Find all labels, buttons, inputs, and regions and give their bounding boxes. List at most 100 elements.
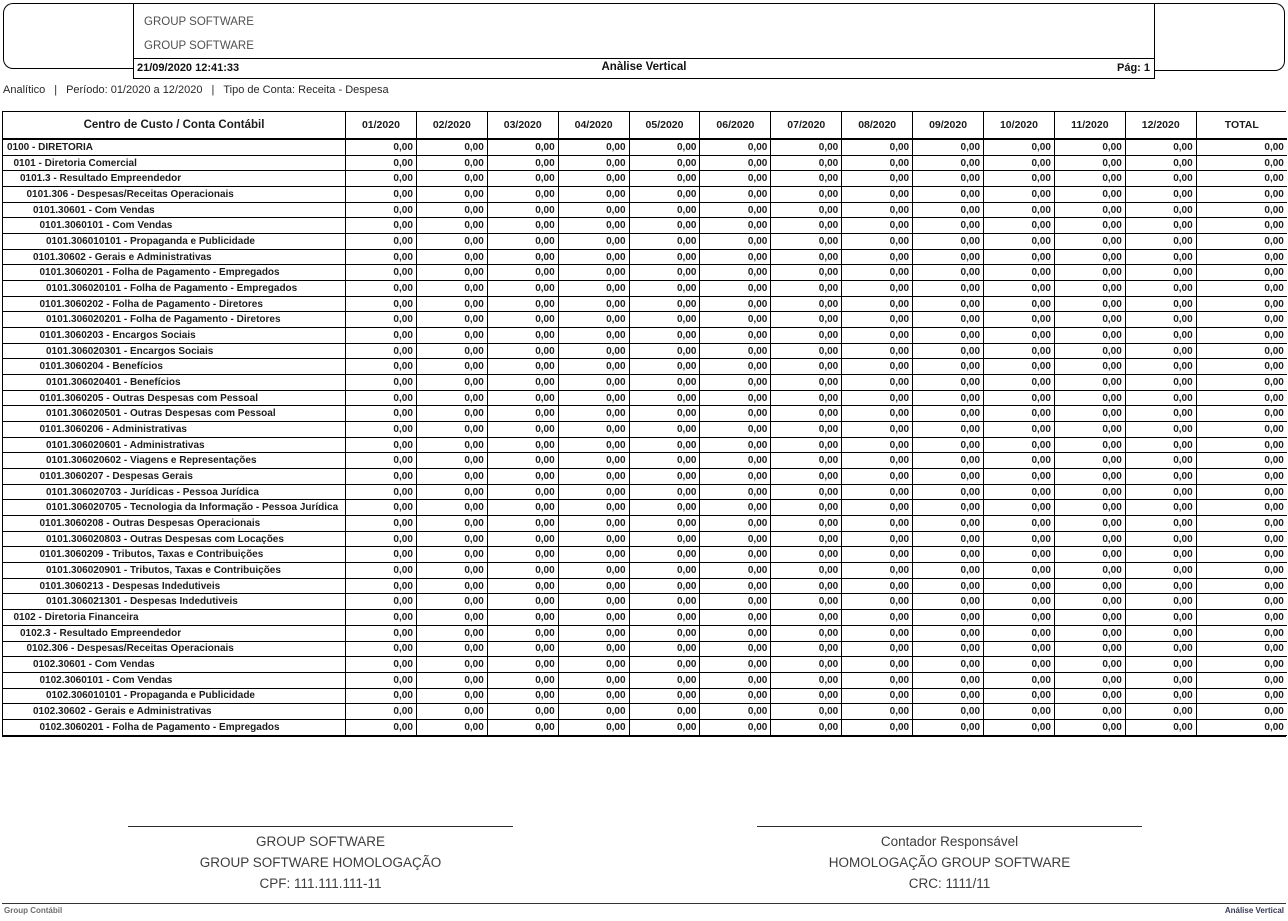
column-header-month: 01/2020 <box>346 112 417 140</box>
month-value-cell: 0,00 <box>913 202 985 219</box>
month-value-cell: 0,00 <box>487 422 559 438</box>
month-value-cell: 0,00 <box>416 672 488 689</box>
total-value-cell: 0,00 <box>1196 375 1287 391</box>
month-value-cell: 0,00 <box>346 375 417 391</box>
account-row-label: 0101.306010101 - Propaganda e Publicidad… <box>3 234 346 250</box>
month-value-cell: 0,00 <box>1125 140 1197 156</box>
account-row-label: 0101.306 - Despesas/Receitas Operacionai… <box>3 187 346 203</box>
month-value-cell: 0,00 <box>416 343 488 360</box>
month-value-cell: 0,00 <box>913 422 985 438</box>
month-value-cell: 0,00 <box>346 202 417 219</box>
month-value-cell: 0,00 <box>487 234 559 250</box>
month-value-cell: 0,00 <box>487 328 559 344</box>
month-value-cell: 0,00 <box>984 234 1055 250</box>
month-value-cell: 0,00 <box>984 437 1055 454</box>
total-value-cell: 0,00 <box>1196 641 1287 658</box>
month-value-cell: 0,00 <box>487 155 559 172</box>
month-value-cell: 0,00 <box>1125 328 1197 344</box>
total-value-cell: 0,00 <box>1196 296 1287 313</box>
month-value-cell: 0,00 <box>1054 155 1126 172</box>
month-value-cell: 0,00 <box>700 249 772 266</box>
column-header-account: Centro de Custo / Conta Contábil <box>3 112 346 140</box>
month-value-cell: 0,00 <box>984 422 1055 438</box>
month-value-cell: 0,00 <box>842 547 914 564</box>
month-value-cell: 0,00 <box>842 218 914 235</box>
month-value-cell: 0,00 <box>629 328 701 344</box>
month-value-cell: 0,00 <box>629 171 701 188</box>
month-value-cell: 0,00 <box>1125 594 1197 611</box>
month-value-cell: 0,00 <box>558 719 630 736</box>
total-value-cell: 0,00 <box>1196 500 1287 517</box>
month-value-cell: 0,00 <box>416 500 488 517</box>
month-value-cell: 0,00 <box>984 531 1055 548</box>
month-value-cell: 0,00 <box>1054 140 1126 156</box>
month-value-cell: 0,00 <box>1125 296 1197 313</box>
total-value-cell: 0,00 <box>1196 594 1287 611</box>
total-value-cell: 0,00 <box>1196 578 1287 595</box>
month-value-cell: 0,00 <box>629 688 701 705</box>
account-row-label: 0101.3060201 - Folha de Pagamento - Empr… <box>3 265 346 282</box>
month-value-cell: 0,00 <box>700 704 772 720</box>
month-value-cell: 0,00 <box>487 218 559 235</box>
month-value-cell: 0,00 <box>1054 531 1126 548</box>
month-value-cell: 0,00 <box>558 563 630 579</box>
account-row-label: 0101.306021301 - Despesas Indedutiveis <box>3 594 346 611</box>
right-signature-company: HOMOLOGAÇÃO GROUP SOFTWARE <box>828 855 1071 870</box>
month-value-cell: 0,00 <box>1125 563 1197 579</box>
month-value-cell: 0,00 <box>913 234 985 250</box>
month-value-cell: 0,00 <box>487 469 559 485</box>
month-value-cell: 0,00 <box>629 359 701 376</box>
month-value-cell: 0,00 <box>842 359 914 376</box>
month-value-cell: 0,00 <box>346 594 417 611</box>
month-value-cell: 0,00 <box>1054 437 1126 454</box>
month-value-cell: 0,00 <box>842 234 914 250</box>
column-header-month: 09/2020 <box>913 112 985 140</box>
account-row-label: 0101.306020803 - Outras Despesas com Loc… <box>3 531 346 548</box>
month-value-cell: 0,00 <box>913 625 985 642</box>
month-value-cell: 0,00 <box>487 171 559 188</box>
month-value-cell: 0,00 <box>1125 688 1197 705</box>
month-value-cell: 0,00 <box>416 563 488 579</box>
month-value-cell: 0,00 <box>416 610 488 626</box>
account-row-label: 0102.3060101 - Com Vendas <box>3 672 346 689</box>
month-value-cell: 0,00 <box>842 187 914 203</box>
month-value-cell: 0,00 <box>416 296 488 313</box>
month-value-cell: 0,00 <box>842 625 914 642</box>
month-value-cell: 0,00 <box>1125 704 1197 720</box>
month-value-cell: 0,00 <box>346 359 417 376</box>
left-signature-cpf: CPF: 111.111.111-11 <box>259 876 382 891</box>
filter-separator: | <box>54 84 58 96</box>
month-value-cell: 0,00 <box>1125 516 1197 532</box>
month-value-cell: 0,00 <box>984 500 1055 517</box>
month-value-cell: 0,00 <box>558 406 630 423</box>
month-value-cell: 0,00 <box>771 688 843 705</box>
account-row-label: 0102.30602 - Gerais e Administrativas <box>3 704 346 720</box>
month-value-cell: 0,00 <box>416 328 488 344</box>
month-value-cell: 0,00 <box>1125 234 1197 250</box>
month-value-cell: 0,00 <box>558 328 630 344</box>
month-value-cell: 0,00 <box>629 610 701 626</box>
month-value-cell: 0,00 <box>700 390 772 407</box>
month-value-cell: 0,00 <box>842 594 914 611</box>
month-value-cell: 0,00 <box>1054 202 1126 219</box>
month-value-cell: 0,00 <box>913 328 985 344</box>
left-signature-block: GROUP SOFTWARE GROUP SOFTWARE HOMOLOGAÇÃ… <box>128 826 513 894</box>
month-value-cell: 0,00 <box>416 390 488 407</box>
month-value-cell: 0,00 <box>842 610 914 626</box>
month-value-cell: 0,00 <box>1054 469 1126 485</box>
total-value-cell: 0,00 <box>1196 437 1287 454</box>
month-value-cell: 0,00 <box>771 657 843 673</box>
total-value-cell: 0,00 <box>1196 516 1287 532</box>
month-value-cell: 0,00 <box>1054 594 1126 611</box>
month-value-cell: 0,00 <box>913 704 985 720</box>
month-value-cell: 0,00 <box>913 641 985 658</box>
month-value-cell: 0,00 <box>913 672 985 689</box>
month-value-cell: 0,00 <box>1054 672 1126 689</box>
month-value-cell: 0,00 <box>700 657 772 673</box>
month-value-cell: 0,00 <box>346 312 417 329</box>
month-value-cell: 0,00 <box>913 343 985 360</box>
month-value-cell: 0,00 <box>771 359 843 376</box>
month-value-cell: 0,00 <box>1054 218 1126 235</box>
month-value-cell: 0,00 <box>842 328 914 344</box>
month-value-cell: 0,00 <box>842 375 914 391</box>
